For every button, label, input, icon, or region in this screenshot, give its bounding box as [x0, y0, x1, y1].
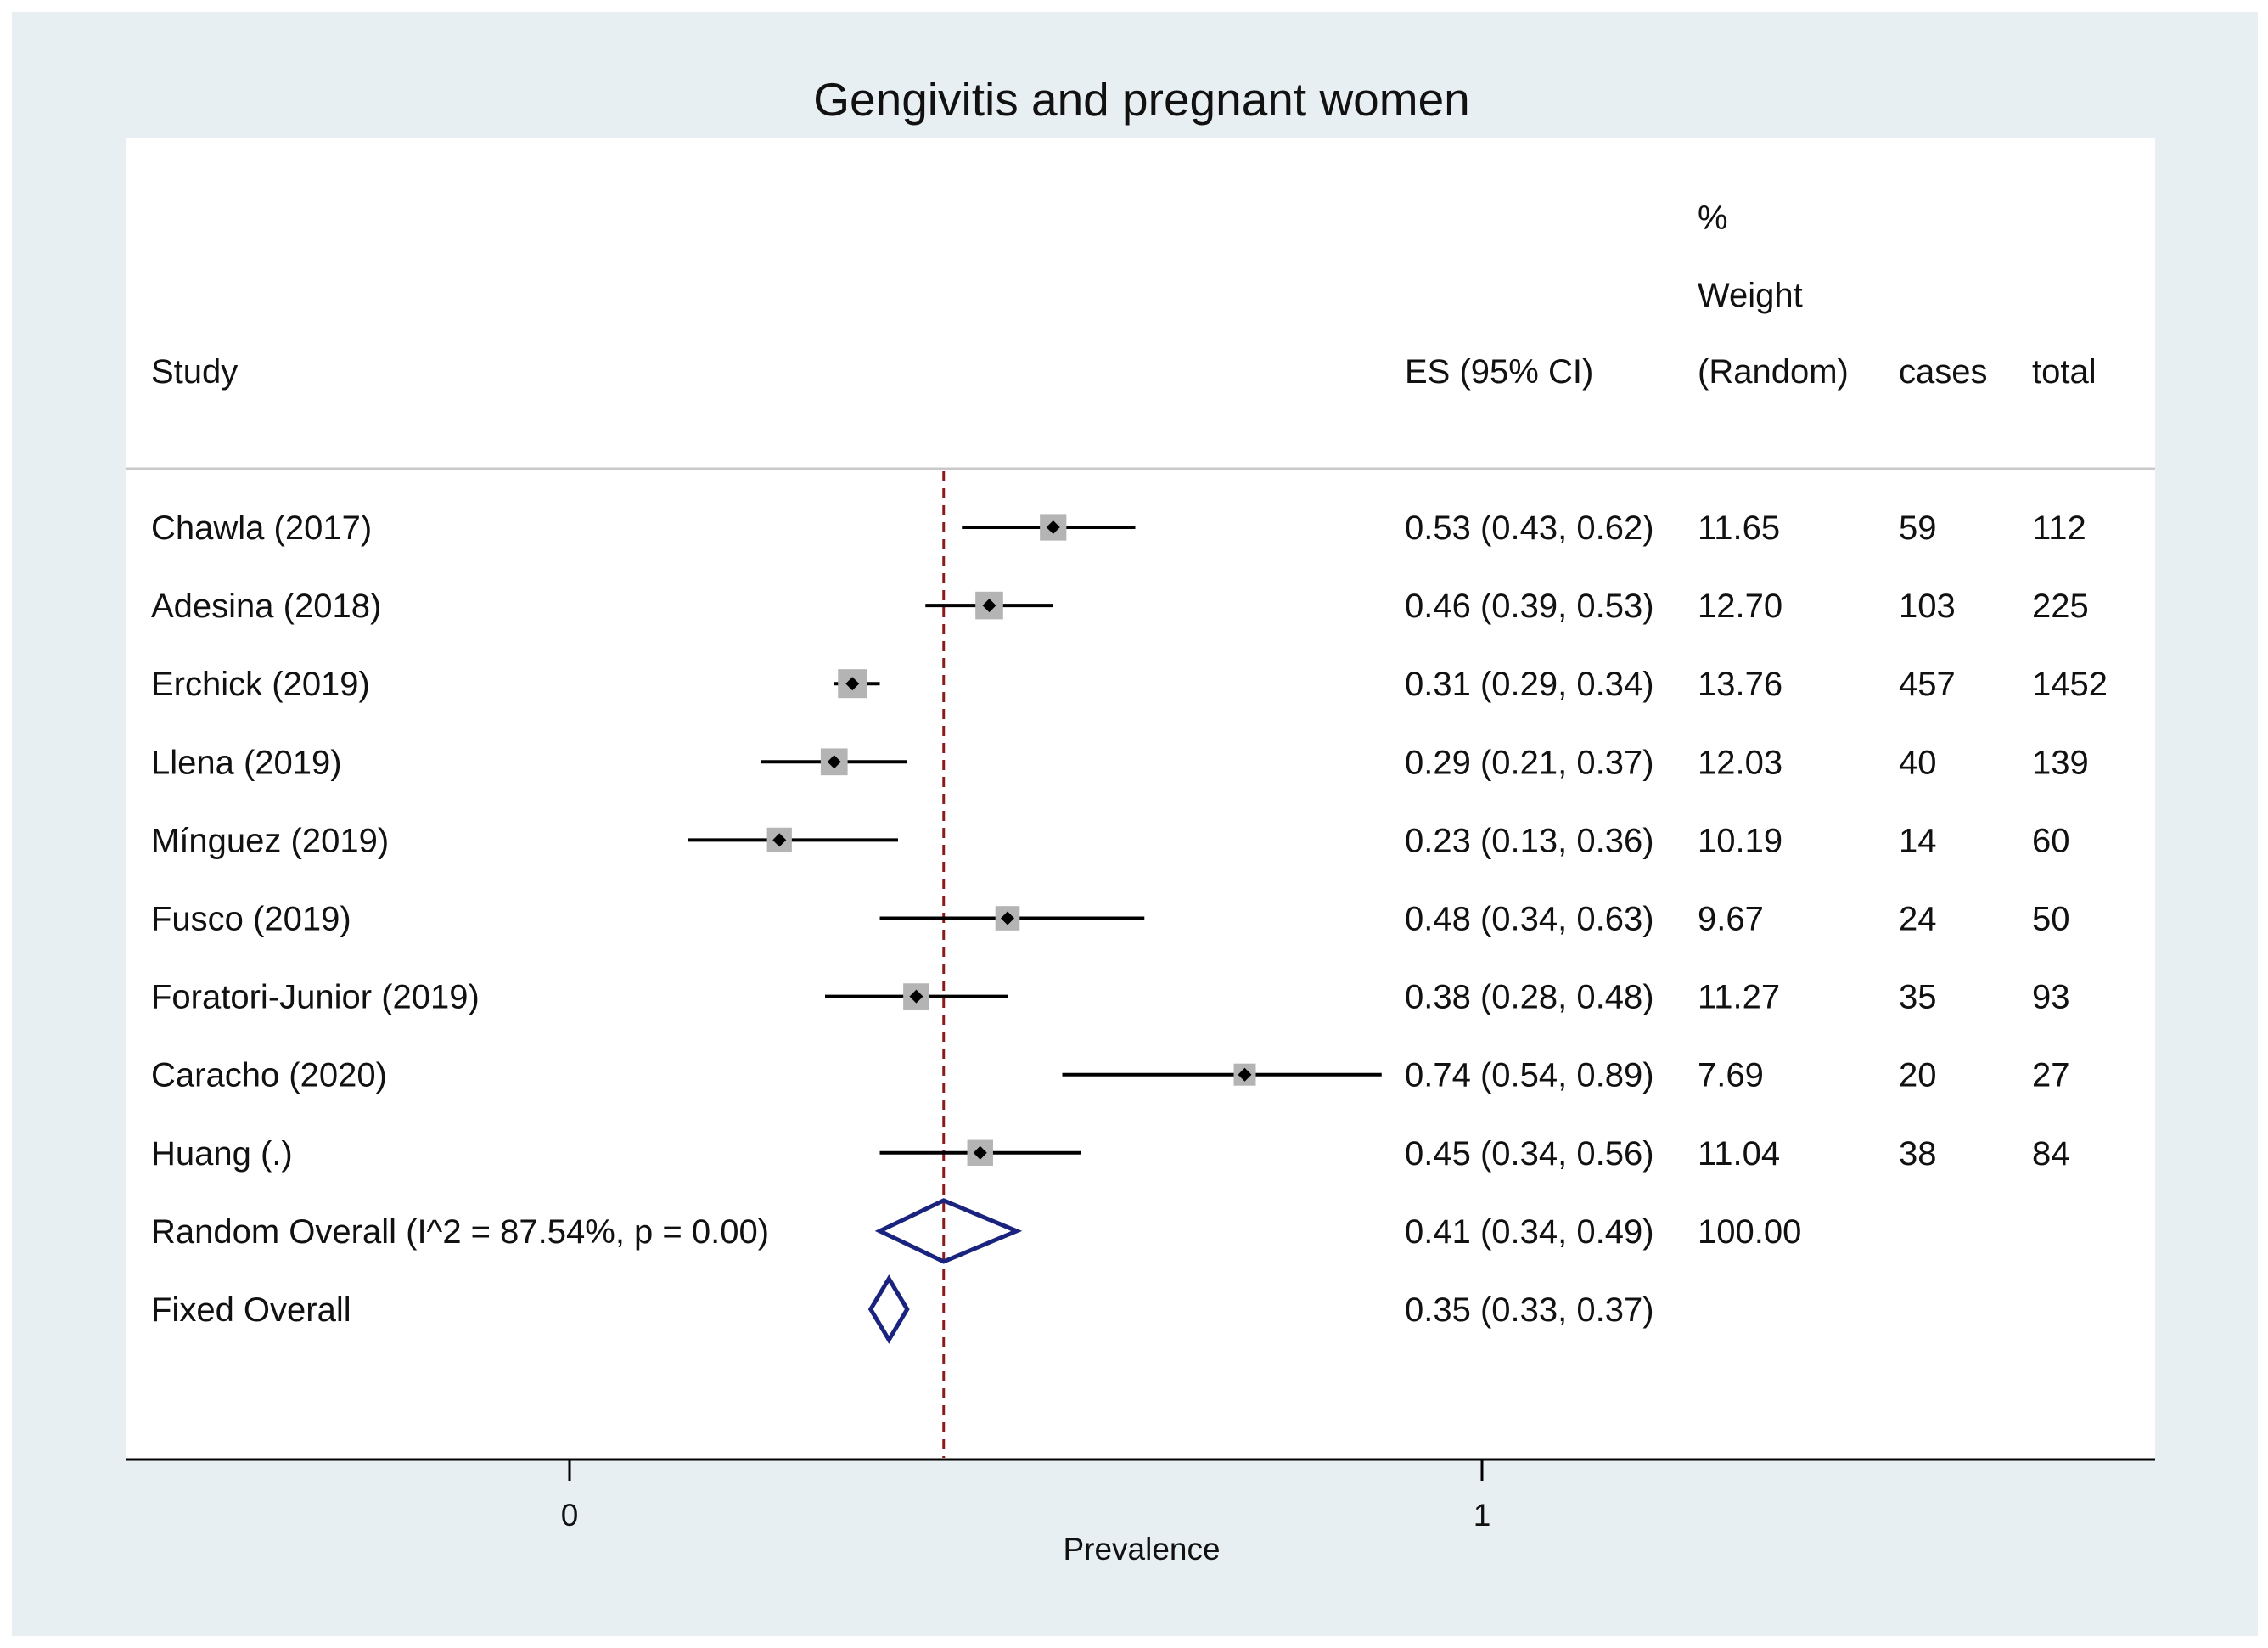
study-weight: 11.04 — [1698, 1135, 1780, 1173]
study-cases: 38 — [1899, 1135, 1937, 1173]
study-cases: 40 — [1899, 744, 1937, 781]
overall-weight: 100.00 — [1698, 1213, 1801, 1251]
study-name: Mínguez (2019) — [151, 822, 389, 859]
study-name: Adesina (2018) — [151, 588, 381, 625]
study-name: Caracho (2020) — [151, 1057, 387, 1094]
study-row — [962, 514, 1136, 541]
header-weight-line-2: Weight — [1698, 277, 1803, 314]
point-estimate — [909, 989, 923, 1004]
header-cases: cases — [1899, 353, 1988, 391]
study-name: Huang (.) — [151, 1135, 293, 1173]
study-es-ci: 0.46 (0.39, 0.53) — [1405, 588, 1654, 625]
overall-label: Fixed Overall — [151, 1291, 351, 1329]
point-estimate — [1001, 911, 1014, 925]
study-total: 27 — [2032, 1057, 2070, 1094]
study-weight: 11.65 — [1698, 509, 1780, 547]
study-name: Erchick (2019) — [151, 666, 370, 703]
study-weight: 7.69 — [1698, 1057, 1764, 1094]
study-total: 112 — [2032, 509, 2086, 547]
study-row — [879, 1139, 1081, 1167]
study-row — [761, 748, 907, 776]
study-row — [879, 906, 1145, 931]
study-total: 225 — [2032, 588, 2089, 625]
study-es-ci: 0.31 (0.29, 0.34) — [1405, 666, 1654, 703]
study-es-ci: 0.38 (0.28, 0.48) — [1405, 979, 1654, 1016]
plot-area — [126, 138, 2155, 1460]
study-es-ci: 0.53 (0.43, 0.62) — [1405, 509, 1654, 547]
study-weight: 9.67 — [1698, 901, 1764, 938]
study-weight: 12.03 — [1698, 744, 1782, 781]
study-cases: 35 — [1899, 979, 1937, 1016]
study-total: 139 — [2032, 744, 2089, 781]
study-weight: 12.70 — [1698, 588, 1782, 625]
study-es-ci: 0.74 (0.54, 0.89) — [1405, 1057, 1654, 1094]
study-name: Chawla (2017) — [151, 509, 372, 547]
header-study: Study — [151, 353, 238, 391]
study-weight: 11.27 — [1698, 979, 1780, 1016]
study-row — [1062, 1063, 1382, 1086]
overall-diamond — [874, 1198, 1023, 1264]
overall-label: Random Overall (I^2 = 87.54%, p = 0.00) — [151, 1213, 769, 1251]
study-row — [834, 669, 880, 699]
header-weight-line-3: (Random) — [1698, 353, 1849, 391]
study-cases: 103 — [1899, 588, 1956, 625]
x-tick-label: 0 — [561, 1498, 579, 1533]
point-estimate — [772, 833, 787, 847]
point-estimate — [1238, 1067, 1252, 1082]
study-es-ci: 0.45 (0.34, 0.56) — [1405, 1135, 1654, 1173]
study-row — [688, 827, 898, 853]
study-total: 93 — [2032, 979, 2070, 1016]
study-name: Llena (2019) — [151, 744, 342, 781]
x-axis-label: Prevalence — [1063, 1532, 1220, 1566]
study-es-ci: 0.23 (0.13, 0.36) — [1405, 822, 1654, 859]
study-cases: 59 — [1899, 509, 1937, 547]
point-estimate — [1046, 520, 1060, 534]
study-total: 1452 — [2032, 666, 2108, 703]
study-es-ci: 0.48 (0.34, 0.63) — [1405, 901, 1654, 938]
study-weight: 10.19 — [1698, 822, 1782, 859]
x-tick-label: 1 — [1474, 1498, 1491, 1533]
study-cases: 20 — [1899, 1057, 1937, 1094]
point-estimate — [827, 755, 841, 769]
study-name: Foratori-Junior (2019) — [151, 979, 480, 1016]
study-cases: 24 — [1899, 901, 1937, 938]
study-row — [825, 983, 1008, 1010]
study-row — [925, 591, 1053, 620]
study-cases: 14 — [1899, 822, 1937, 859]
point-estimate — [845, 677, 860, 691]
header-es-ci: ES (95% CI) — [1405, 353, 1593, 391]
point-estimate — [973, 1145, 987, 1160]
study-weight: 13.76 — [1698, 666, 1782, 703]
study-rows: Chawla (2017) 0.53 (0.43, 0.62) 11.65 59 112… — [151, 471, 2108, 1458]
study-total: 60 — [2032, 822, 2070, 859]
overall-diamond — [867, 1274, 910, 1344]
study-es-ci: 0.29 (0.21, 0.37) — [1405, 744, 1654, 781]
study-total: 50 — [2032, 901, 2070, 938]
study-name: Fusco (2019) — [151, 901, 351, 938]
header-total: total — [2032, 353, 2097, 391]
study-total: 84 — [2032, 1135, 2070, 1173]
overall-es-ci: 0.41 (0.34, 0.49) — [1405, 1213, 1654, 1251]
header-weight-line-1: % — [1698, 200, 1728, 237]
chart-title: Gengivitis and pregnant women — [813, 73, 1470, 126]
overall-es-ci: 0.35 (0.33, 0.37) — [1405, 1291, 1654, 1329]
point-estimate — [982, 599, 996, 613]
study-cases: 457 — [1899, 666, 1956, 703]
